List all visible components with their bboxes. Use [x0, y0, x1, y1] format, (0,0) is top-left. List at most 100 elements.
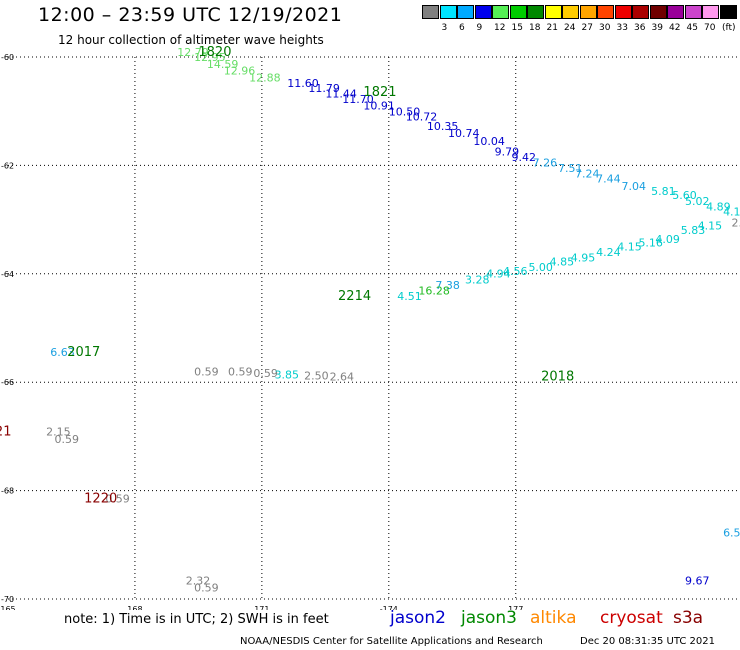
swh-value: 0.59 [194, 366, 219, 379]
swh-value: 5.02 [685, 195, 710, 208]
swh-value: 4.94 [486, 268, 511, 281]
legend-swatch [614, 5, 632, 19]
legend-label: 24 [564, 23, 576, 33]
legend-label: 27 [581, 23, 593, 33]
legend-swatch [597, 5, 614, 19]
swh-value: 3.28 [465, 274, 490, 287]
swh-value: 6.63 [50, 346, 74, 359]
swh-value: 7.26 [533, 156, 558, 169]
legend-label: 39 [651, 23, 663, 33]
y-tick-label: -66 [1, 378, 14, 387]
swh-value: 0.59 [253, 367, 278, 380]
swh-value: 7.44 [596, 173, 621, 186]
y-tick-label: -62 [1, 161, 14, 170]
legend-label: 42 [669, 23, 681, 33]
swh-value: 4.89 [706, 200, 731, 213]
swh-value: 9.79 [495, 146, 520, 159]
legend-swatch [422, 5, 439, 19]
legend-swatch [457, 5, 474, 19]
swh-value: 7.04 [622, 180, 647, 193]
legend-swatch [474, 5, 492, 19]
grid-lines [8, 56, 740, 600]
swh-value: 12.88 [249, 71, 281, 84]
swh-value: 10.74 [448, 127, 480, 140]
legend-swatch [684, 5, 702, 19]
chart-subtitle: 12 hour collection of altimeter wave hei… [58, 33, 324, 47]
footer-agency: NOAA/NESDIS Center for Satellite Applica… [240, 636, 543, 647]
y-tick-label: -64 [1, 270, 14, 279]
swh-value: 7.38 [435, 279, 460, 292]
legend-swatch [719, 5, 737, 19]
swh-value: 4.24 [596, 246, 621, 259]
swh-value: 7.51 [558, 162, 583, 175]
y-tick-label: -60 [1, 53, 14, 62]
legend-label: 33 [616, 23, 628, 33]
time-label: 2017 [67, 345, 100, 360]
legend-swatch [527, 5, 544, 19]
legend-swatch [702, 5, 719, 19]
legend-label: 9 [476, 23, 483, 33]
swh-value: 6.55 [723, 527, 740, 540]
x-tick-label: 168 [127, 605, 142, 610]
time-label: 1220 [84, 492, 117, 507]
swh-value: 2.32 [186, 574, 211, 587]
swh-value: 4.85 [550, 256, 575, 269]
swh-value: 0.59 [194, 581, 219, 594]
satellite-label-jason2: jason2 [390, 608, 446, 628]
swh-value: 5.60 [672, 189, 697, 202]
y-tick-label: -70 [1, 595, 14, 604]
swh-value: 2.50 [304, 369, 329, 382]
x-tick-label: 165 [0, 605, 15, 610]
legend-label: 3 [441, 23, 448, 33]
satellite-label-altika: altika [530, 608, 577, 628]
legend-swatch [492, 5, 509, 19]
swh-value: 2.15 [46, 425, 71, 438]
y-tick-label: -68 [1, 487, 14, 496]
swh-value: 0.59 [55, 433, 79, 446]
swh-value: 4.51 [397, 290, 422, 303]
legend-swatch [579, 5, 597, 19]
chart-plot-area: 165 168 171 -174 177 -60 -62 -64 -66 -68 -70 12.79… [0, 45, 740, 610]
footer-timestamp: Dec 20 08:31:35 UTC 2021 [580, 636, 715, 647]
satellite-label-cryosat: cryosat [600, 608, 663, 628]
swh-value: 9.67 [685, 574, 710, 587]
legend-swatch [649, 5, 667, 19]
swh-value: 9.42 [512, 151, 537, 164]
swh-value: 10.35 [427, 120, 459, 133]
time-label: 1820 [198, 45, 231, 60]
chart-title: 12:00 – 23:59 UTC 12/19/2021 [38, 4, 343, 26]
x-tick-label: -174 [380, 605, 398, 610]
swh-value: 11.44 [325, 88, 357, 101]
swh-value: 0.59 [105, 493, 130, 506]
swh-value: 10.04 [473, 135, 505, 148]
swh-value: 12.79 [177, 46, 209, 59]
time-label: 2214 [338, 289, 371, 304]
axis-ticks: 165 168 171 -174 177 -60 -62 -64 -66 -68 -70 [0, 53, 523, 610]
legend-swatch [632, 5, 649, 19]
time-label: 1821 [363, 85, 396, 100]
swh-value: 4.95 [571, 251, 596, 264]
footer-note: note: 1) Time is in UTC; 2) SWH is in fe… [64, 612, 329, 627]
legend-label: 36 [634, 23, 646, 33]
swh-value: 4.15 [617, 240, 642, 253]
swh-value: 14.59 [207, 58, 239, 71]
satellite-label-jason3: jason3 [461, 608, 517, 628]
swh-value: 10.72 [406, 110, 438, 123]
swh-value: 5.00 [528, 261, 553, 274]
swh-value: 10.50 [389, 106, 421, 119]
swh-value: 3.85 [275, 368, 300, 381]
legend-label: 30 [599, 23, 611, 33]
swh-value: 4.15 [723, 205, 740, 218]
swh-value: 12.95 [194, 51, 226, 64]
legend-unit: (ft) [722, 23, 736, 33]
swh-value: 5.81 [651, 185, 676, 198]
x-tick-label: 171 [254, 605, 269, 610]
swh-value: 11.60 [287, 77, 319, 90]
legend-swatch [544, 5, 562, 19]
x-tick-label: 177 [508, 605, 523, 610]
legend-label: 12 [494, 23, 506, 33]
satellite-label-s3a: s3a [673, 608, 704, 628]
swh-value: 0.59 [228, 366, 253, 379]
